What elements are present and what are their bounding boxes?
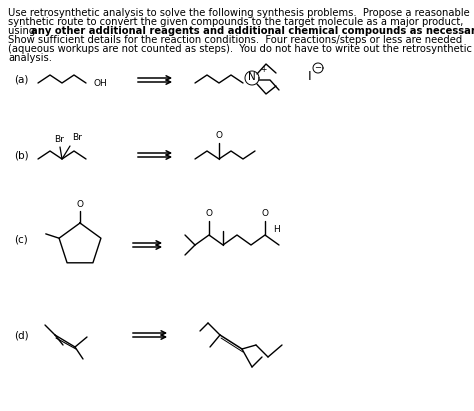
Text: Br: Br xyxy=(72,134,82,143)
Text: Show sufficient details for the reaction conditions.  Four reactions/steps or le: Show sufficient details for the reaction… xyxy=(8,35,462,45)
Text: O: O xyxy=(216,131,222,139)
Text: O: O xyxy=(76,201,83,210)
Text: synthetic route to convert the given compounds to the target molecule as a major: synthetic route to convert the given com… xyxy=(8,17,464,27)
Text: Br: Br xyxy=(54,134,64,143)
Text: (a): (a) xyxy=(14,75,28,85)
Text: O: O xyxy=(262,210,268,219)
Text: OH: OH xyxy=(94,79,108,88)
Text: −: − xyxy=(315,64,321,72)
Text: Use retrosynthetic analysis to solve the following synthesis problems.  Propose : Use retrosynthetic analysis to solve the… xyxy=(8,8,470,18)
Text: I: I xyxy=(308,69,311,83)
Text: .: . xyxy=(329,26,332,36)
Text: O: O xyxy=(206,210,212,219)
Text: any other additional reagents and additional chemical compounds as necessary: any other additional reagents and additi… xyxy=(31,26,474,36)
Text: H: H xyxy=(273,224,280,233)
Text: using: using xyxy=(8,26,38,36)
Text: N: N xyxy=(248,72,256,82)
Text: (c): (c) xyxy=(14,235,28,245)
Text: (b): (b) xyxy=(14,150,28,160)
Text: (d): (d) xyxy=(14,330,28,340)
Text: analysis.: analysis. xyxy=(8,53,52,63)
Text: +: + xyxy=(260,65,266,74)
Text: (aqueous workups are not counted as steps).  You do not have to write out the re: (aqueous workups are not counted as step… xyxy=(8,44,472,54)
